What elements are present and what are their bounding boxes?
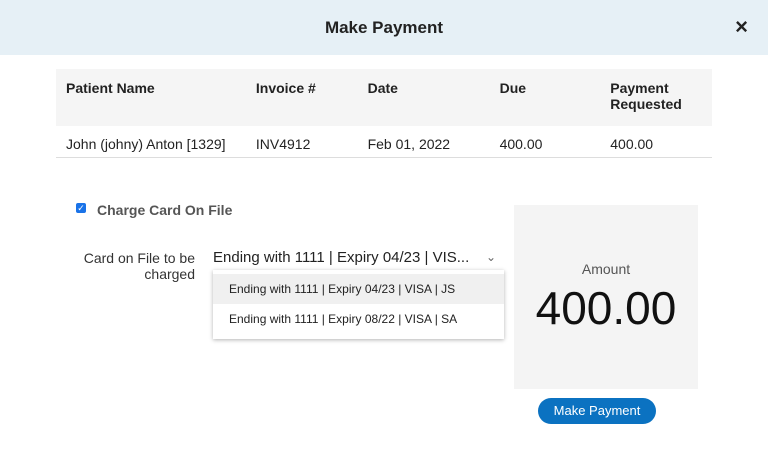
col-payment-requested: Payment Requested [600,69,712,126]
cell-invoice: INV4912 [245,126,358,158]
card-dropdown: Ending with 1111 | Expiry 04/23 | VISA |… [213,270,504,339]
cell-date: Feb 01, 2022 [357,126,490,158]
amount-panel: Amount 400.00 [514,205,698,389]
card-select[interactable]: Ending with 1111 | Expiry 04/23 | VIS... [213,249,470,266]
table-header-row: Patient Name Invoice # Date Due Payment … [56,69,712,126]
card-select-label: Card on File to be charged [83,250,195,282]
cell-patient-name: John (johny) Anton [1329] [56,126,246,158]
invoice-table: Patient Name Invoice # Date Due Payment … [56,69,712,158]
col-date: Date [357,69,490,126]
amount-label: Amount [581,261,631,277]
cell-due: 400.00 [489,126,601,158]
close-icon[interactable]: × [735,14,748,39]
charge-card-label: Charge Card On File [97,202,233,218]
col-patient-name: Patient Name [56,69,246,126]
chevron-down-icon[interactable]: ⌄ [486,250,497,264]
col-invoice: Invoice # [245,69,358,126]
table-row: John (johny) Anton [1329] INV4912 Feb 01… [56,126,712,158]
amount-value: 400.00 [535,282,677,334]
modal-title: Make Payment [324,17,444,37]
cell-payment-requested: 400.00 [600,126,712,158]
col-due: Due [489,69,601,126]
make-payment-button[interactable]: Make Payment [538,398,656,424]
modal-header: Make Payment × [0,0,768,55]
charge-card-checkbox[interactable]: ✓ [76,203,86,213]
card-option[interactable]: Ending with 1111 | Expiry 04/23 | VISA |… [213,274,504,304]
card-option[interactable]: Ending with 1111 | Expiry 08/22 | VISA |… [229,312,458,326]
